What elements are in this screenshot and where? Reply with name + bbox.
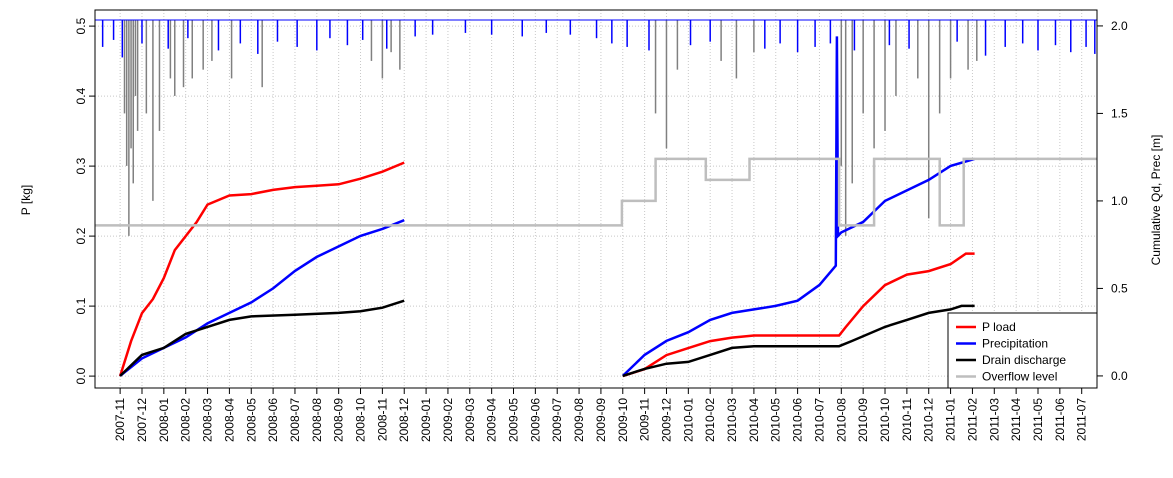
x-tick-label: 2010-08 <box>834 398 848 442</box>
x-tick-label: 2010-11 <box>900 398 914 441</box>
x-tick-label: 2008-05 <box>244 398 258 442</box>
y2-tick-label: 0.0 <box>1111 369 1128 383</box>
x-tick-label: 2008-06 <box>266 398 280 442</box>
x-tick-label: 2009-02 <box>441 398 455 442</box>
y2-tick-label: 2.0 <box>1111 19 1128 33</box>
x-tick-label: 2011-03 <box>987 398 1001 441</box>
x-tick-label: 2009-04 <box>485 398 499 442</box>
x-tick-label: 2011-04 <box>1009 398 1023 441</box>
y2-tick-label: 0.5 <box>1111 281 1128 295</box>
x-tick-label: 2008-09 <box>332 398 346 442</box>
series-line <box>95 157 1097 227</box>
legend-label: P load <box>982 320 1016 334</box>
x-tick-label: 2009-05 <box>507 398 521 442</box>
x-tick-label: 2011-05 <box>1031 398 1045 441</box>
x-tick-label: 2007-12 <box>135 398 149 442</box>
x-tick-label: 2007-11 <box>113 398 127 441</box>
x-tick-label: 2009-01 <box>419 398 433 442</box>
series-line <box>118 161 975 378</box>
x-tick-label: 2009-07 <box>550 398 564 442</box>
x-tick-label: 2010-07 <box>812 398 826 442</box>
plot-frame <box>94 9 1098 389</box>
x-tick-label: 2009-08 <box>572 398 586 442</box>
x-tick-label: 2008-01 <box>157 398 171 442</box>
x-tick-label: 2011-07 <box>1075 398 1089 441</box>
x-tick-label: 2008-04 <box>222 398 236 442</box>
y-tick-label: 0.2 <box>74 227 88 244</box>
x-tick-label: 2008-07 <box>288 398 302 442</box>
x-tick-label: 2010-12 <box>922 398 936 442</box>
legend-label: Overflow level <box>982 370 1057 384</box>
x-tick-label: 2008-08 <box>310 398 324 442</box>
x-tick-label: 2008-02 <box>179 398 193 442</box>
x-tick-label: 2010-05 <box>769 398 783 442</box>
series-line <box>119 299 975 378</box>
x-tick-label: 2009-10 <box>616 398 630 442</box>
y2-tick-label: 1.5 <box>1111 106 1128 120</box>
y-tick-label: 0.0 <box>74 367 88 384</box>
x-tick-label: 2010-03 <box>725 398 739 442</box>
x-tick-label: 2010-10 <box>878 398 892 442</box>
y-tick-label: 0.1 <box>74 297 88 314</box>
y-tick-label: 0.5 <box>74 17 88 34</box>
x-tick-label: 2008-12 <box>397 398 411 442</box>
x-tick-label: 2011-01 <box>944 398 958 441</box>
x-tick-label: 2008-03 <box>201 398 215 442</box>
y-tick-label: 0.3 <box>74 157 88 174</box>
x-tick-label: 2009-12 <box>659 398 673 442</box>
x-tick-label: 2009-11 <box>638 398 652 441</box>
legend-label: Drain discharge <box>982 353 1066 367</box>
y2-tick-label: 1.0 <box>1111 194 1128 208</box>
x-tick-label: 2011-06 <box>1053 398 1067 441</box>
x-tick-label: 2009-03 <box>463 398 477 442</box>
x-tick-label: 2011-02 <box>965 398 979 441</box>
x-tick-label: 2010-09 <box>856 398 870 442</box>
legend-label: Precipitation <box>982 337 1048 351</box>
y-tick-label: 0.4 <box>74 87 88 104</box>
x-tick-label: 2010-04 <box>747 398 761 442</box>
x-tick-label: 2009-09 <box>594 398 608 442</box>
x-tick-label: 2008-11 <box>375 398 389 441</box>
x-tick-label: 2009-06 <box>528 398 542 442</box>
y-axis-label: P [kg] <box>19 185 33 215</box>
x-tick-label: 2010-06 <box>791 398 805 442</box>
y2-axis-label: Cumulative Qd, Prec [m] <box>1149 135 1163 266</box>
x-tick-label: 2008-10 <box>354 398 368 442</box>
x-tick-label: 2010-01 <box>681 398 695 442</box>
x-tick-label: 2010-02 <box>703 398 717 442</box>
